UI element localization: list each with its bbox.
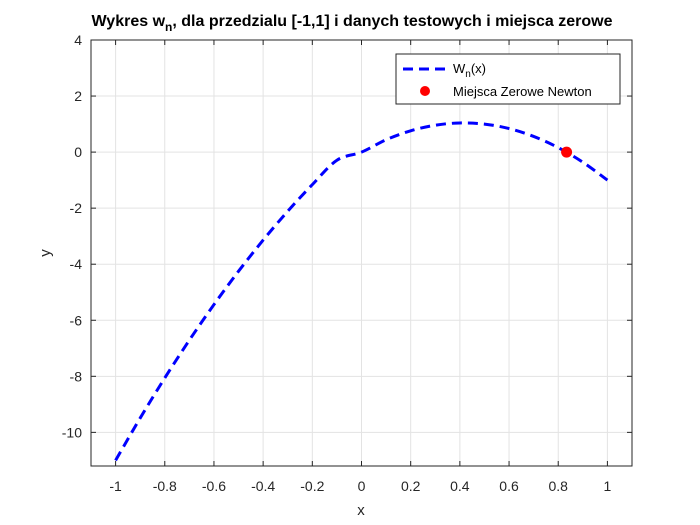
series-layer	[114, 121, 609, 462]
series-line-wn	[114, 121, 609, 462]
x-tick-label: -0.2	[300, 478, 324, 494]
y-tick-label: -4	[70, 256, 83, 272]
x-tick-label: -1	[109, 478, 122, 494]
legend-marker-swatch	[420, 86, 430, 96]
x-tick-label: -0.6	[202, 478, 226, 494]
x-tick-label: 0.4	[450, 478, 470, 494]
y-tick-label: -8	[70, 368, 83, 384]
x-tick-label: 1	[604, 478, 612, 494]
y-axis: -10 -8 -6 -4 -2 0 2 4	[62, 32, 632, 440]
y-tick-label: -2	[70, 200, 83, 216]
legend-label-zeros: Miejsca Zerowe Newton	[453, 84, 592, 99]
x-tick-label: 0.8	[548, 478, 568, 494]
legend-box	[395, 53, 621, 105]
y-axis-label: y	[37, 249, 54, 257]
chart-title: Wykres wn, dla przedzialu [-1,1] i danyc…	[91, 13, 612, 34]
x-axis-label: x	[357, 502, 365, 519]
x-tick-label: 0.2	[401, 478, 421, 494]
zero-point-marker	[561, 146, 573, 158]
y-tick-label: 4	[74, 32, 82, 48]
x-tick-label: -0.4	[251, 478, 275, 494]
y-tick-label: -6	[70, 312, 83, 328]
x-axis: -1 -0.8 -0.6 -0.4 -0.2 0 0.2 0.4 0.6 0.8 1	[109, 40, 612, 494]
legend: Wn(x) Miejsca Zerowe Newton	[395, 53, 621, 105]
legend-label-wn: Wn(x)	[453, 61, 486, 80]
x-tick-label: 0	[358, 478, 366, 494]
x-tick-label: -0.8	[153, 478, 177, 494]
x-tick-label: 0.6	[499, 478, 519, 494]
y-tick-label: 2	[74, 88, 82, 104]
y-tick-label: 0	[74, 144, 82, 160]
y-tick-label: -10	[62, 424, 82, 440]
